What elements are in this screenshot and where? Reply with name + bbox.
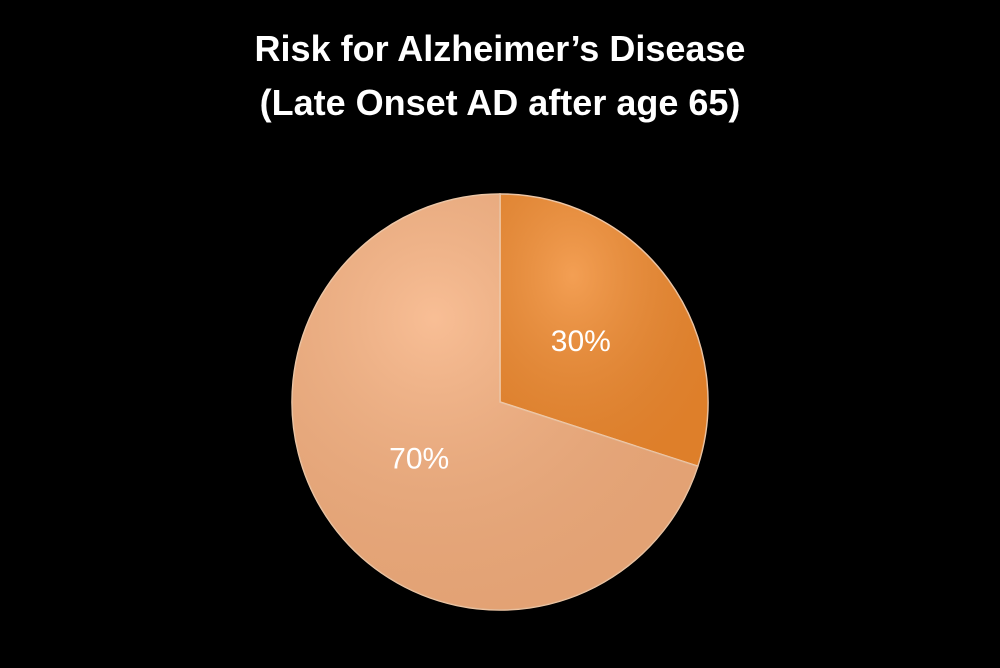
chart-title: Risk for Alzheimer’s Disease [254,28,746,69]
chart-subtitle: (Late Onset AD after age 65) [259,82,741,123]
pie-labels: 30% 70% [389,325,611,475]
pie-slice-shade-70 [292,194,698,610]
slice-label-30: 30% [551,325,611,358]
pie-slices [291,193,709,611]
chart-title-block: Risk for Alzheimer’s Disease (Late Onset… [0,22,1000,130]
slice-label-70: 70% [389,443,449,476]
pie-slice-shade-30 [500,194,708,467]
